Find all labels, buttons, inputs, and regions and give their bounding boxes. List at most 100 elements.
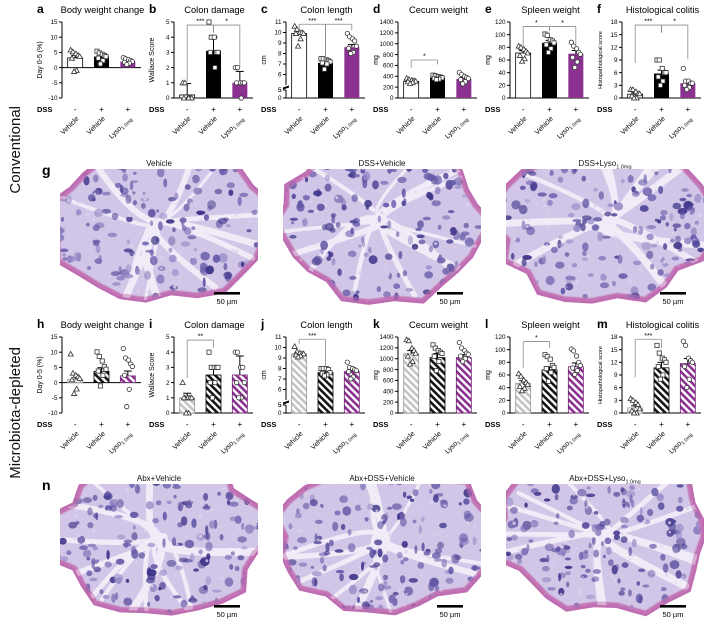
data-point	[321, 373, 327, 379]
data-point	[551, 364, 557, 370]
histology-caption: DSS+Lyso1.0mg	[578, 159, 632, 171]
data-point	[577, 51, 583, 57]
dss-symbol: -	[410, 105, 413, 114]
significance-stars: ***	[644, 19, 652, 26]
data-point	[179, 379, 186, 385]
y-tick-label: 3	[614, 83, 618, 90]
data-point	[655, 74, 661, 80]
data-point	[657, 376, 663, 382]
dss-symbol: +	[435, 420, 440, 429]
significance-stars: *	[225, 19, 228, 26]
x-category-label: Lyso1.0mg	[668, 430, 694, 456]
data-point	[100, 372, 106, 378]
dss-symbol: +	[435, 105, 440, 114]
data-point	[180, 394, 188, 401]
histology-item: Abx+DSS+Lyso1.0mg 50 µm	[506, 473, 704, 622]
y-tick-label: 1200	[379, 345, 394, 352]
data-point	[324, 61, 330, 67]
data-point	[103, 54, 109, 60]
y-axis-title: mg	[373, 55, 380, 65]
x-category-label: Lyso1.0mg	[556, 115, 582, 141]
y-axis-title: Wallace Score	[149, 37, 156, 82]
y-axis	[619, 336, 623, 414]
data-point	[345, 45, 352, 51]
axis-break-mark	[282, 401, 290, 405]
y-tick-label: 2	[166, 380, 170, 387]
x-category-label: Lyso1.0mg	[108, 115, 134, 141]
scale-bar-label: 50 µm	[440, 297, 461, 306]
panel-m-chart: m Histological colitis 0 3 6 9 12 15 18 Histopath…	[597, 317, 701, 456]
data-point	[241, 80, 247, 86]
data-point	[524, 49, 531, 56]
y-tick-label: 12	[610, 360, 618, 367]
data-point	[95, 368, 101, 374]
bar-2	[456, 78, 472, 98]
dss-row-label: DSS	[37, 105, 52, 114]
panel-f: f Histological colitis 0 3 6 9 12 15 18 Histopath…	[594, 0, 706, 158]
data-point	[545, 378, 551, 384]
scale-bar	[660, 292, 686, 295]
y-tick-label: 3	[614, 398, 618, 405]
y-axis-title: Histopathological score	[598, 346, 604, 404]
y-tick-label: 0	[166, 95, 170, 102]
y-axis-title: Day 0-5 (%)	[37, 41, 44, 78]
dss-symbol: -	[410, 420, 413, 429]
dss-symbol: +	[659, 105, 664, 114]
dss-symbol: -	[634, 105, 637, 114]
data-point	[233, 380, 240, 386]
data-point	[660, 372, 666, 378]
dss-row-label: DSS	[261, 420, 276, 429]
histology-caption: Abx+DSS+Vehicle	[349, 474, 415, 483]
y-tick-label: -10	[48, 410, 58, 417]
x-category-label: Lyso1.0mg	[444, 430, 470, 456]
y-axis	[59, 21, 63, 99]
data-point	[516, 382, 524, 389]
x-category-label: Lyso1.0mg	[332, 430, 358, 456]
data-point	[681, 82, 688, 88]
panel-m: m Histological colitis 0 3 6 9 12 15 18 Histopath…	[594, 315, 706, 473]
y-tick-label: 80	[498, 360, 506, 367]
dss-row-label: DSS	[597, 105, 612, 114]
panel-title: Colon length	[300, 320, 352, 330]
data-point	[689, 80, 695, 86]
dss-row-label: DSS	[37, 420, 52, 429]
data-point	[570, 348, 577, 354]
histology-row-g: g Vehicle 50 µm DSS+Vehicle 50 µm DSS+Lyso1.0…	[34, 158, 710, 315]
y-axis-title: mg	[373, 370, 380, 380]
data-point	[100, 58, 106, 64]
x-category-label: Vehicle	[508, 115, 529, 136]
data-point	[236, 395, 242, 401]
data-point	[352, 38, 358, 44]
y-tick-label: 3	[166, 50, 170, 57]
data-point	[663, 359, 669, 365]
dss-symbol: +	[349, 105, 354, 114]
dss-symbol: +	[211, 420, 216, 429]
data-point	[629, 396, 637, 403]
data-point	[68, 376, 76, 383]
y-tick-label: 10	[274, 345, 282, 352]
tissue-fissure	[374, 533, 478, 577]
data-point	[548, 369, 554, 375]
y-tick-label: 0	[502, 410, 506, 417]
dss-symbol: +	[211, 105, 216, 114]
dss-row-label: DSS	[597, 420, 612, 429]
data-point	[234, 349, 241, 355]
bar-1	[542, 42, 557, 98]
x-category-label: Vehicle	[646, 430, 667, 451]
y-tick-label: 1000	[379, 356, 394, 363]
y-tick-label: 0	[54, 65, 58, 72]
panel-title: Colon damage	[184, 5, 244, 15]
y-tick-label: 0	[166, 410, 170, 417]
data-point	[233, 80, 240, 86]
y-tick-label: 100	[495, 32, 506, 39]
bar-0	[291, 353, 308, 414]
panel-title: Histological colitis	[626, 320, 700, 330]
data-point	[344, 359, 350, 365]
data-point	[212, 380, 218, 386]
data-point	[215, 364, 221, 370]
panel-c: c Colon length 0 5 5 6 7 8 9 10 11 cm *** *** DSS - + + Ve…	[258, 0, 370, 158]
y-tick-label: 5	[278, 87, 282, 94]
dss-symbol: +	[461, 420, 466, 429]
significance-stars: ***	[335, 18, 343, 25]
